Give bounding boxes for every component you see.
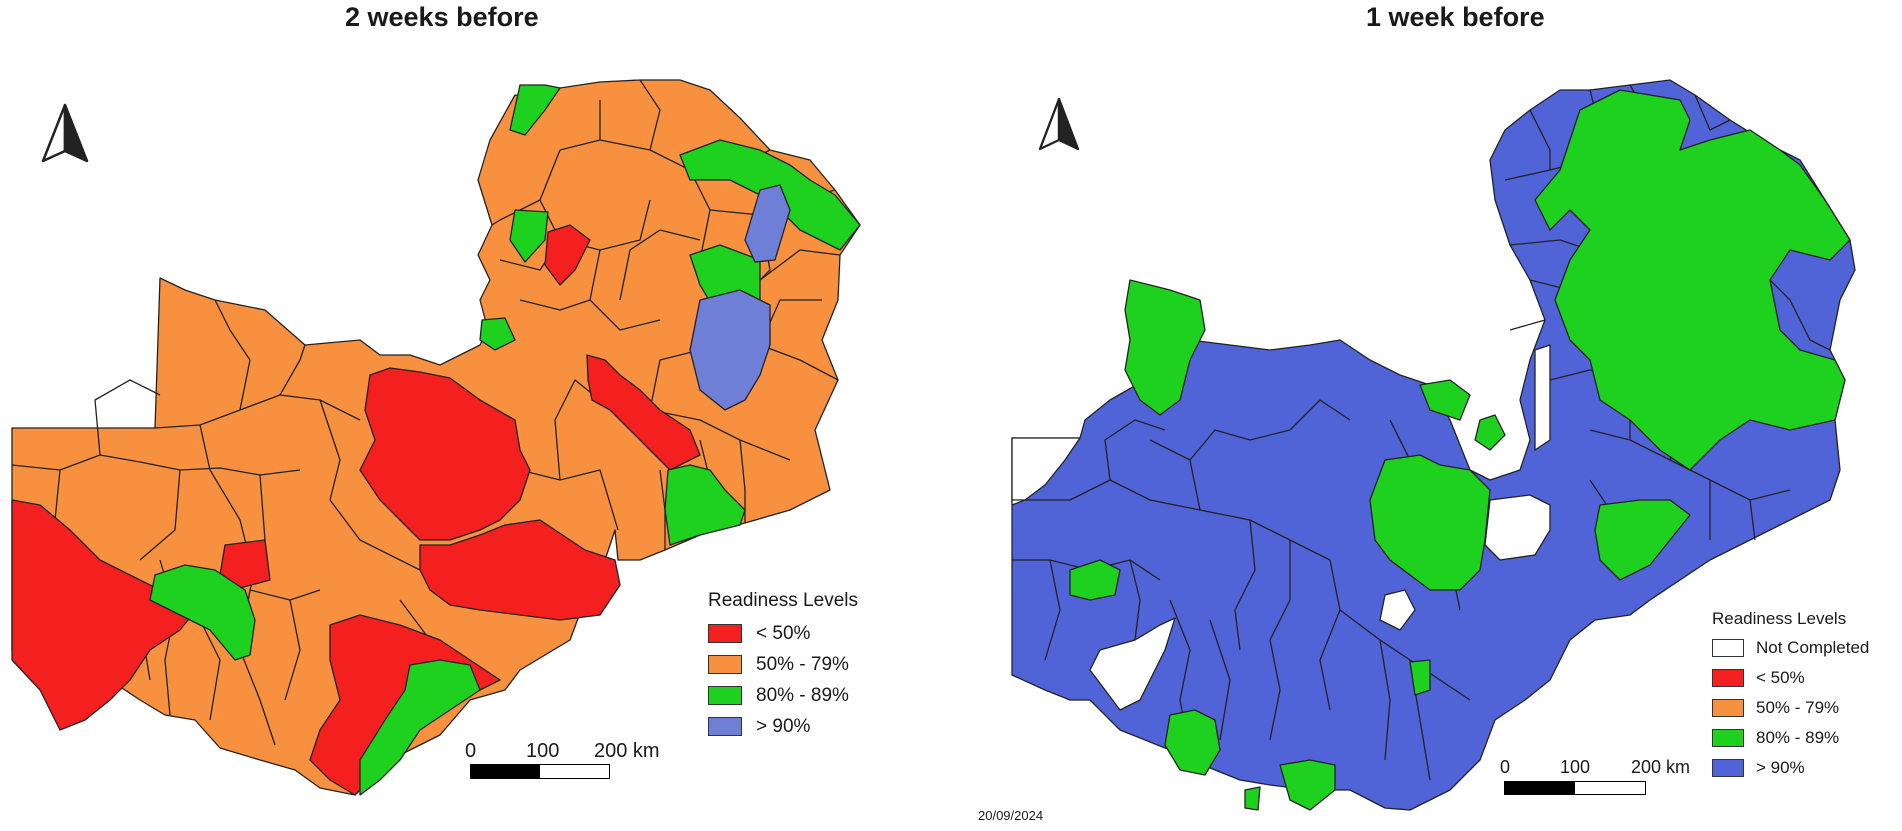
legend-swatch: [708, 686, 742, 705]
date-stamp: 20/09/2024: [978, 808, 1044, 823]
right-legend-item: > 90%: [1712, 753, 1869, 783]
left-region-green-nw3: [479, 317, 516, 351]
right-region-green-s2: [1279, 759, 1336, 811]
legend-swatch: [1712, 699, 1744, 717]
right-region-green-s1: [1164, 709, 1221, 776]
left-region-red-corridor: [586, 354, 701, 471]
legend-label: > 90%: [756, 715, 811, 737]
right-scalebar: 0 100 200 km: [1500, 757, 1690, 795]
north-arrow-icon: [1038, 97, 1080, 151]
north-arrow-icon: [41, 103, 89, 163]
left-legend-item: 80% - 89%: [708, 680, 858, 711]
scale-label: 0: [465, 740, 477, 762]
left-region-red-central: [359, 367, 531, 541]
right-legend-item: < 50%: [1712, 663, 1869, 693]
legend-label: 50% - 79%: [1756, 698, 1840, 717]
right-legend-item: 50% - 79%: [1712, 693, 1869, 723]
legend-label: 50% - 79%: [756, 653, 849, 675]
left-region-green-nw2: [509, 209, 549, 263]
scale-label: 100: [526, 740, 560, 762]
left-map-title: 2 weeks before: [345, 2, 539, 32]
legend-label: > 90%: [1756, 758, 1805, 777]
legend-swatch: [1712, 729, 1744, 747]
left-legend: Readiness Levels < 50% 50% - 79% 80% - 8…: [708, 590, 858, 742]
scale-bar: [470, 764, 610, 779]
left-legend-item: 50% - 79%: [708, 649, 858, 680]
legend-swatch: [1712, 669, 1744, 687]
legend-label: Not Completed: [1756, 638, 1870, 657]
left-choropleth-map: [11, 79, 861, 796]
legend-label: < 50%: [756, 622, 811, 644]
left-legend-item: < 50%: [708, 618, 858, 649]
right-region-green-center: [1369, 454, 1491, 591]
left-region-blue-2: [689, 289, 771, 411]
right-region-green-north: [1534, 89, 1851, 471]
right-region-white-east: [1484, 494, 1551, 561]
left-legend-item: > 90%: [708, 711, 858, 742]
right-region-white-ribbon: [1534, 344, 1551, 451]
legend-label: 80% - 89%: [1756, 728, 1840, 747]
left-region-green-se: [359, 659, 481, 796]
right-region-white-nw: [1011, 437, 1081, 506]
left-map-panel: 2 weeks before: [0, 0, 940, 831]
right-region-green-c3: [1474, 414, 1506, 451]
scale-bar: [1504, 781, 1646, 795]
legend-label: 80% - 89%: [756, 684, 849, 706]
right-legend: Readiness Levels Not Completed < 50% 50%…: [1712, 609, 1869, 783]
scale-label: 0: [1500, 757, 1511, 777]
left-region-red-north: [544, 224, 591, 286]
left-region-red-small: [219, 539, 271, 589]
right-region-white-center: [1379, 589, 1416, 631]
right-legend-item: 80% - 89%: [1712, 723, 1869, 753]
left-scalebar: 0 100 200 km: [465, 740, 660, 779]
left-legend-title: Readiness Levels: [708, 590, 858, 611]
right-region-green-c2: [1419, 379, 1471, 421]
left-region-red-west: [11, 499, 201, 731]
legend-swatch: [1712, 639, 1744, 657]
right-region-green-nw: [1124, 279, 1206, 416]
right-region-green-s3: [1244, 786, 1261, 811]
scale-label: 200 km: [594, 740, 660, 762]
left-region-green-east: [664, 464, 746, 546]
left-region-green-nw1: [509, 84, 561, 136]
right-region-green-east: [1594, 499, 1691, 581]
right-map-title: 1 week before: [1366, 2, 1545, 32]
right-region-white-sw: [1089, 617, 1176, 711]
right-legend-title: Readiness Levels: [1712, 609, 1847, 628]
right-region-green-se: [1409, 659, 1431, 696]
right-region-green-w2: [1069, 559, 1121, 601]
right-map-panel: 1 week before: [978, 0, 1902, 831]
scale-label: 100: [1560, 757, 1591, 777]
legend-swatch: [1712, 759, 1744, 777]
right-choropleth-map: [1011, 79, 1856, 811]
legend-swatch: [708, 655, 742, 674]
scale-label: 200 km: [1631, 757, 1691, 777]
left-region-red-east: [419, 519, 621, 621]
right-legend-item: Not Completed: [1712, 633, 1869, 663]
left-region-blue-1: [744, 184, 791, 263]
legend-label: < 50%: [1756, 668, 1805, 687]
legend-swatch: [708, 717, 742, 736]
left-region-green-west: [149, 564, 256, 661]
legend-swatch: [708, 624, 742, 643]
